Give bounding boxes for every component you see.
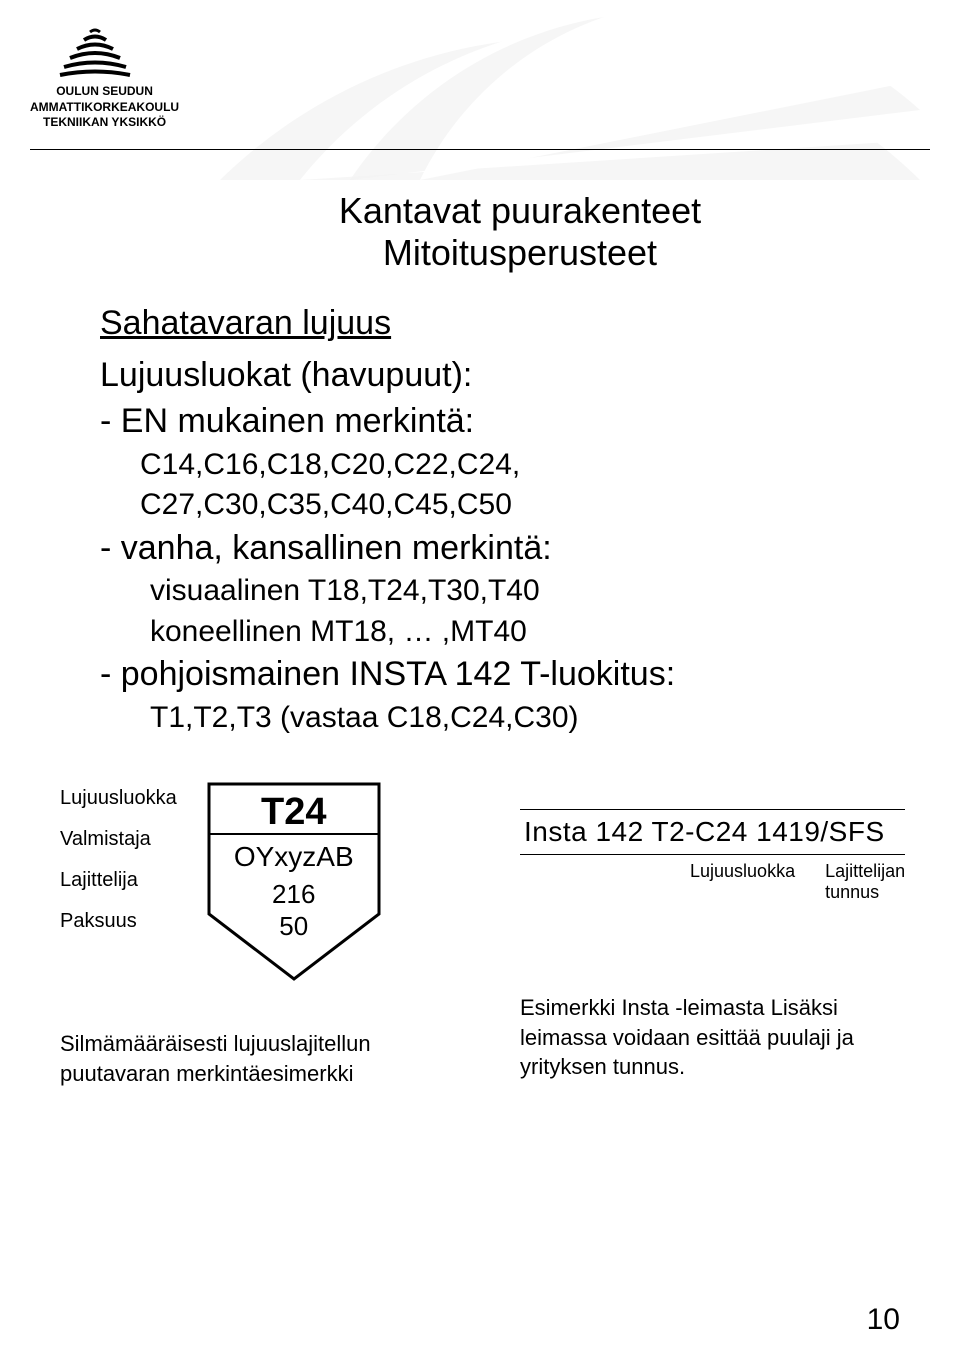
vanha-1: visuaalinen T18,T24,T30,T40: [150, 571, 880, 612]
main-content: Kantavat puurakenteet Mitoitusperusteet …: [0, 150, 960, 739]
line-en: - EN mukainen merkintä:: [100, 399, 880, 445]
logo-block: OULUN SEUDUN AMMATTIKORKEAKOULU TEKNIIKA…: [30, 20, 930, 131]
vanha-2: koneellinen MT18, … ,MT40: [150, 612, 880, 653]
page-number: 10: [867, 1303, 900, 1337]
org-name: OULUN SEUDUN AMMATTIKORKEAKOULU TEKNIIKA…: [30, 84, 179, 131]
org-line2: AMMATTIKORKEAKOULU: [30, 100, 179, 116]
page-header: OULUN SEUDUN AMMATTIKORKEAKOULU TEKNIIKA…: [0, 0, 960, 141]
org-line3: TEKNIIKAN YKSIKKÖ: [30, 115, 179, 131]
shield-labels: Lujuusluokka Valmistaja Lajittelija Paks…: [60, 779, 177, 933]
stamp-sub1: Lujuusluokka: [690, 861, 795, 903]
shield-label-1: Lujuusluokka: [60, 787, 177, 810]
logo-icon: [50, 20, 140, 80]
shield-label-2: Valmistaja: [60, 828, 177, 851]
line-vanha: - vanha, kansallinen merkintä:: [100, 526, 880, 572]
line-lujuus: Lujuusluokat (havupuut):: [100, 353, 880, 399]
stamp-text: Insta 142 T2-C24 1419/SFS: [520, 809, 905, 855]
org-line1: OULUN SEUDUN: [30, 84, 179, 100]
stamp-sublabels: Lujuusluokka Lajittelijan tunnus: [520, 861, 905, 903]
left-caption: Silmämääräisesti lujuuslajitellun puutav…: [60, 1029, 480, 1088]
shield-216: 216: [189, 879, 399, 910]
pohj-1: T1,T2,T3 (vastaa C18,C24,C30): [150, 698, 880, 739]
line-pohj: - pohjoismainen INSTA 142 T-luokitus:: [100, 652, 880, 698]
shield-t24: T24: [189, 791, 399, 834]
shield-oy: OYxyzAB: [189, 841, 399, 873]
shield-label-3: Lajittelija: [60, 869, 177, 892]
page-title-line1: Kantavat puurakenteet: [160, 190, 880, 232]
shield-label-4: Paksuus: [60, 910, 177, 933]
diagram-area: Lujuusluokka Valmistaja Lajittelija Paks…: [0, 739, 960, 1088]
section-heading: Sahatavaran lujuus: [100, 304, 880, 343]
en-codes-1: C14,C16,C18,C20,C22,C24,: [140, 445, 880, 486]
en-codes-2: C27,C30,C35,C40,C45,C50: [140, 485, 880, 526]
stamp-sub2: Lajittelijan tunnus: [825, 861, 905, 903]
shield-50: 50: [189, 911, 399, 942]
page-title-line2: Mitoitusperusteet: [160, 232, 880, 274]
shield-diagram: Lujuusluokka Valmistaja Lajittelija Paks…: [60, 779, 480, 1088]
stamp-diagram: Insta 142 T2-C24 1419/SFS Lujuusluokka L…: [520, 779, 905, 1088]
shield-shape: T24 OYxyzAB 216 50: [189, 779, 399, 989]
right-caption: Esimerkki Insta -leimasta Lisäksi leimas…: [520, 993, 905, 1082]
